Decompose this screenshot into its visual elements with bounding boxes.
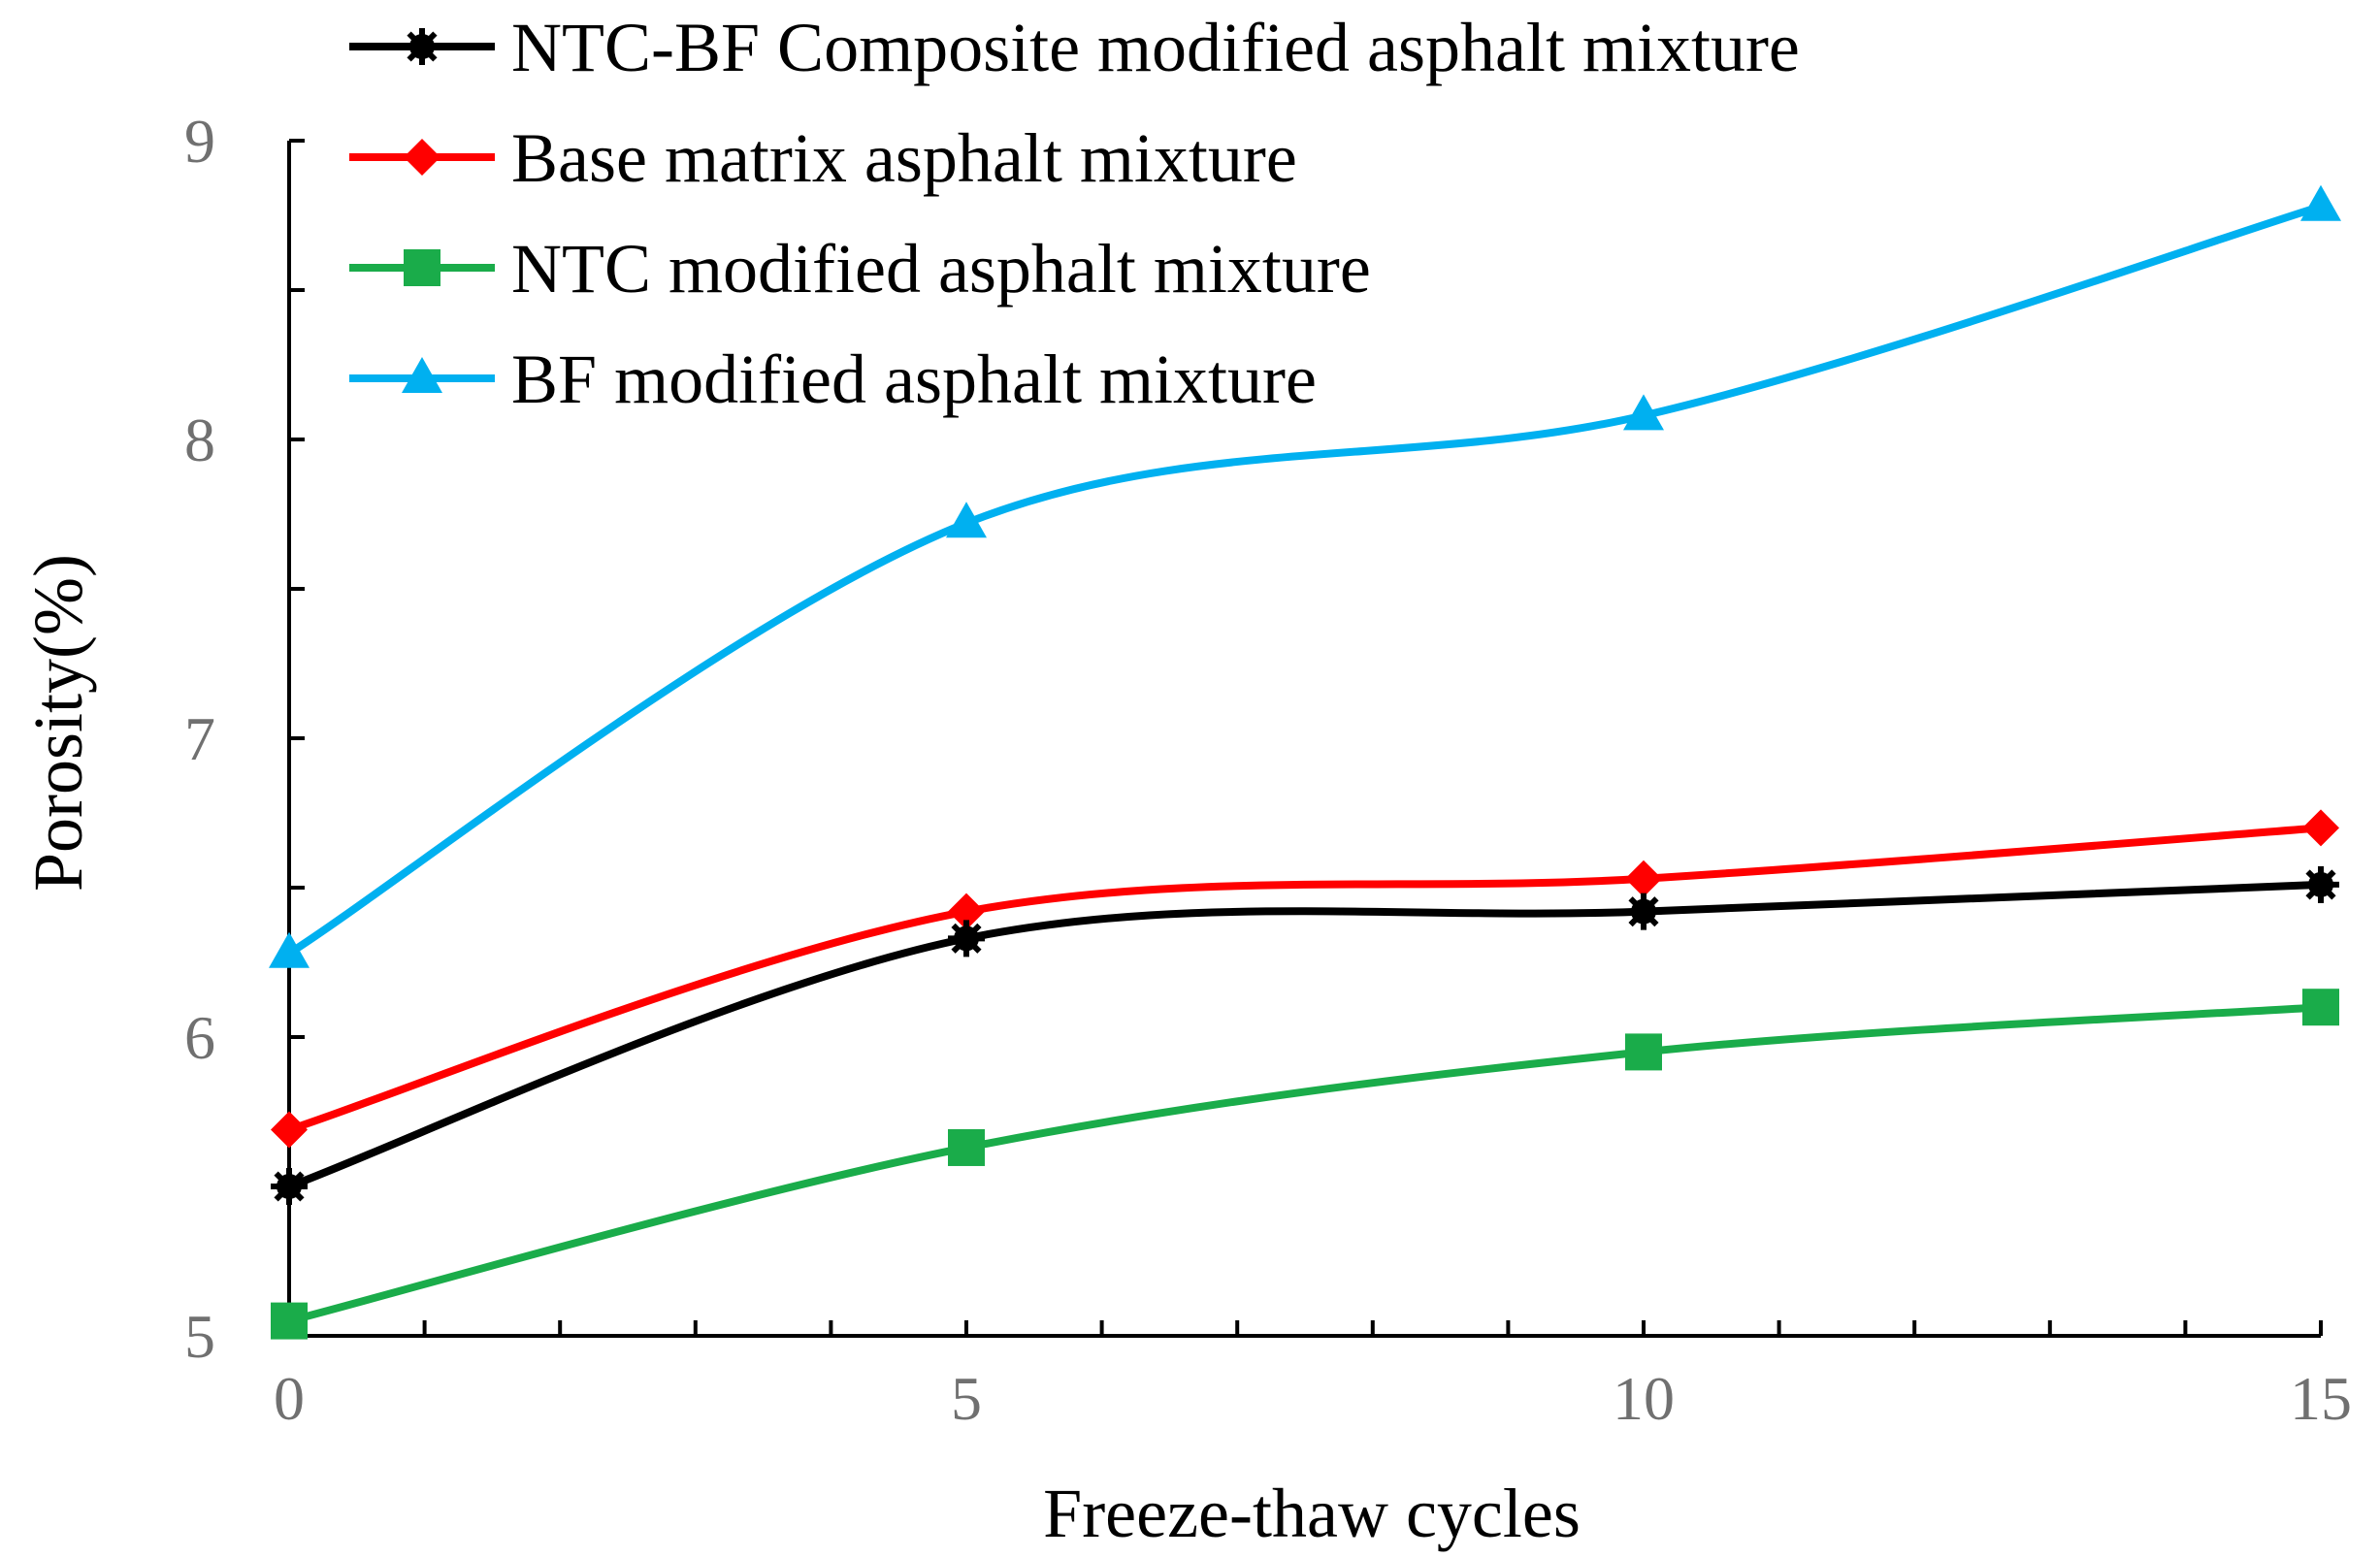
marker-core [1631, 898, 1656, 925]
data-point [948, 920, 985, 958]
data-point [271, 1302, 308, 1340]
series-square [271, 989, 2339, 1340]
data-point [948, 1128, 985, 1166]
series-circle [271, 865, 2339, 1205]
x-tick-label: 0 [274, 1364, 305, 1433]
legend-marker [404, 249, 440, 286]
series-line [287, 880, 2322, 1190]
legend: NTC-BF Composite modified asphalt mixtur… [349, 9, 1800, 418]
y-tick-label: 7 [184, 704, 215, 773]
legend-marker [404, 139, 440, 176]
legend-item: NTC modified asphalt mixture [349, 230, 1371, 308]
legend-marker [404, 28, 440, 65]
y-axis-title: Porosity(%) [19, 554, 97, 892]
marker-core [409, 34, 435, 59]
marker-core [954, 925, 979, 952]
legend-item: Base matrix asphalt mixture [349, 119, 1297, 197]
legend-item: BF modified asphalt mixture [349, 341, 1317, 418]
data-point [946, 502, 987, 538]
y-tick-label: 6 [184, 1003, 215, 1072]
legend-label: Base matrix asphalt mixture [511, 119, 1297, 197]
y-tick-label: 9 [184, 107, 215, 176]
data-point [271, 1111, 308, 1149]
series-line [288, 1003, 2322, 1325]
marker-core [2308, 871, 2333, 897]
y-tick-label: 5 [184, 1302, 215, 1371]
x-tick-label: 15 [2290, 1364, 2352, 1433]
legend-item: NTC-BF Composite modified asphalt mixtur… [349, 9, 1800, 86]
marker-core [277, 1174, 302, 1199]
data-point [2302, 809, 2339, 847]
x-tick-label: 5 [951, 1364, 982, 1433]
data-point [2302, 989, 2339, 1026]
series-line [286, 202, 2323, 958]
legend-label: BF modified asphalt mixture [511, 341, 1317, 418]
data-point [2302, 865, 2339, 903]
legend-marker [402, 357, 442, 393]
data-point [269, 931, 310, 968]
data-point [271, 1168, 308, 1205]
x-tick-label: 10 [1613, 1364, 1675, 1433]
data-point [1625, 893, 1662, 930]
series-group [269, 184, 2341, 1340]
series-diamond [271, 809, 2339, 1149]
data-point [1625, 1033, 1662, 1071]
y-tick-label: 8 [184, 406, 215, 474]
legend-label: NTC modified asphalt mixture [511, 230, 1371, 308]
legend-label: NTC-BF Composite modified asphalt mixtur… [511, 9, 1800, 86]
data-point [948, 893, 985, 930]
x-axis-title: Freeze-thaw cycles [1043, 1475, 1581, 1552]
data-point [2300, 184, 2341, 221]
data-point [1623, 394, 1664, 431]
series-line [287, 824, 2322, 1134]
data-point [1625, 860, 1662, 897]
series-triangle [269, 184, 2341, 968]
